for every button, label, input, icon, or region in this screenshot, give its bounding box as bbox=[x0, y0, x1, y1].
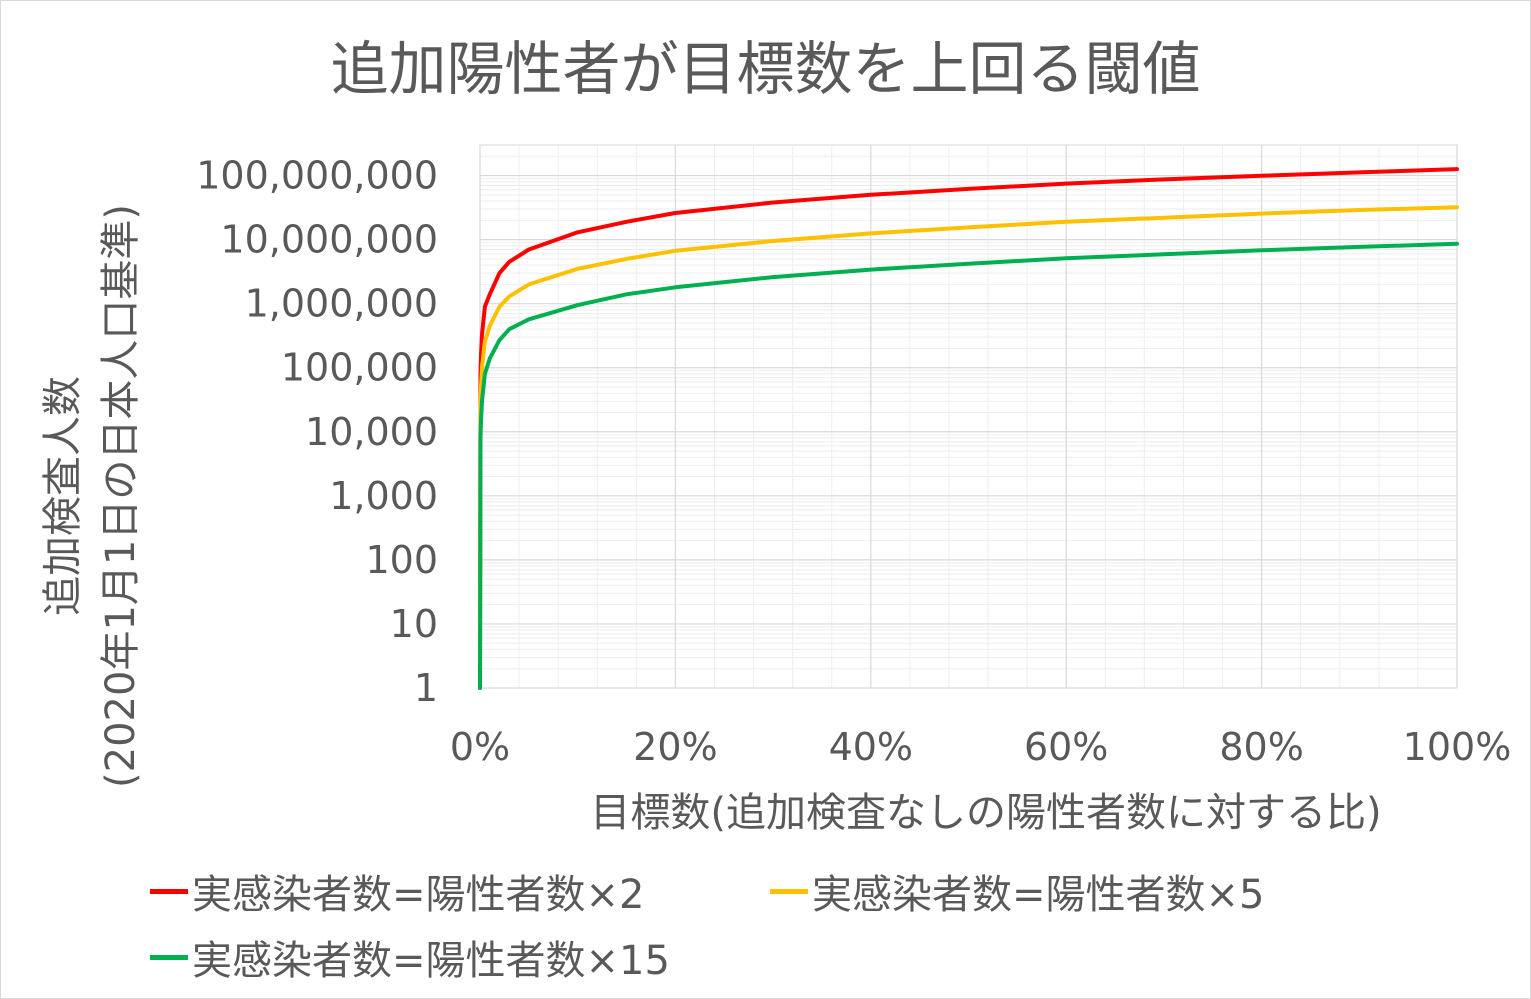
legend-swatch-orange bbox=[770, 888, 808, 894]
legend-swatch-green bbox=[150, 954, 188, 960]
y-tick-label: 10,000,000 bbox=[220, 218, 438, 262]
x-tick-label: 100% bbox=[1403, 725, 1512, 769]
x-tick-label: 40% bbox=[829, 725, 913, 769]
y-tick-label: 1 bbox=[414, 666, 438, 710]
x-axis-label: 目標数(追加検査なしの陽性者数に対する比) bbox=[590, 790, 1382, 836]
legend-item-series-2: 実感染者数=陽性者数×5 bbox=[770, 862, 1264, 920]
major-gridlines bbox=[479, 144, 1458, 689]
series-line-2 bbox=[478, 205, 1459, 690]
legend-label-series-1: 実感染者数=陽性者数×2 bbox=[192, 872, 645, 918]
x-tick-labels: 0% 20% 40% 60% 80% 100% bbox=[450, 725, 1511, 769]
y-tick-label: 100 bbox=[365, 538, 438, 582]
y-tick-label: 10 bbox=[390, 602, 438, 646]
x-tick-label: 60% bbox=[1024, 725, 1108, 769]
series-line-1 bbox=[478, 167, 1459, 690]
x-tick-label: 80% bbox=[1219, 725, 1303, 769]
y-tick-label: 100,000 bbox=[281, 346, 438, 390]
legend-label-series-3: 実感染者数=陽性者数×15 bbox=[192, 938, 670, 984]
series-line-3 bbox=[478, 241, 1459, 690]
legend-swatch-red bbox=[150, 888, 188, 894]
legend-item-series-3: 実感染者数=陽性者数×15 bbox=[150, 928, 670, 986]
y-tick-label: 1,000,000 bbox=[245, 282, 438, 326]
y-tick-label: 1,000 bbox=[329, 474, 438, 518]
legend-item-series-1: 実感染者数=陽性者数×2 bbox=[150, 862, 644, 920]
y-tick-label: 10,000 bbox=[305, 410, 438, 454]
x-tick-label: 0% bbox=[450, 725, 510, 769]
chart-title: 追加陽性者が目標数を上回る閾値 bbox=[330, 35, 1201, 103]
legend-label-series-2: 実感染者数=陽性者数×5 bbox=[812, 872, 1265, 918]
y-tick-label: 100,000,000 bbox=[196, 154, 438, 198]
x-tick-label: 20% bbox=[633, 725, 717, 769]
series-lines bbox=[478, 167, 1459, 690]
y-tick-labels: 1 10 100 1,000 10,000 100,000 1,000,000 10,000,… bbox=[196, 154, 438, 710]
